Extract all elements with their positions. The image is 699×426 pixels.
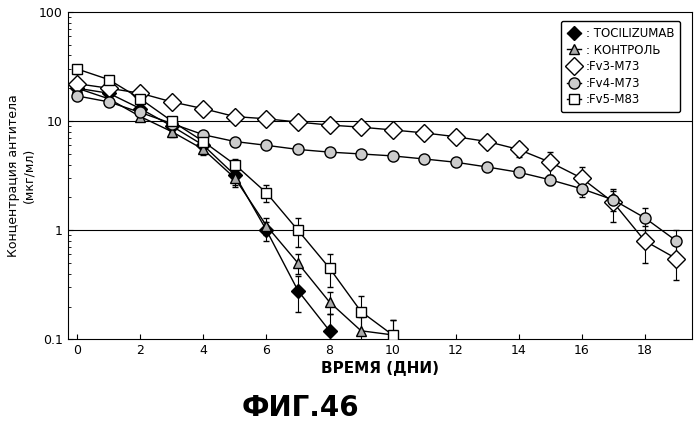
Text: ФИГ.46: ФИГ.46 <box>242 394 359 422</box>
Legend: : TOCILIZUMAB, : КОНТРОЛЬ, :Fv3-M73, :Fv4-M73, :Fv5-M83: : TOCILIZUMAB, : КОНТРОЛЬ, :Fv3-M73, :Fv… <box>561 21 680 112</box>
X-axis label: ВРЕМЯ (ДНИ): ВРЕМЯ (ДНИ) <box>321 361 439 377</box>
Y-axis label: Концентрация антитела
(мкг/мл): Концентрация антитела (мкг/мл) <box>7 94 35 257</box>
